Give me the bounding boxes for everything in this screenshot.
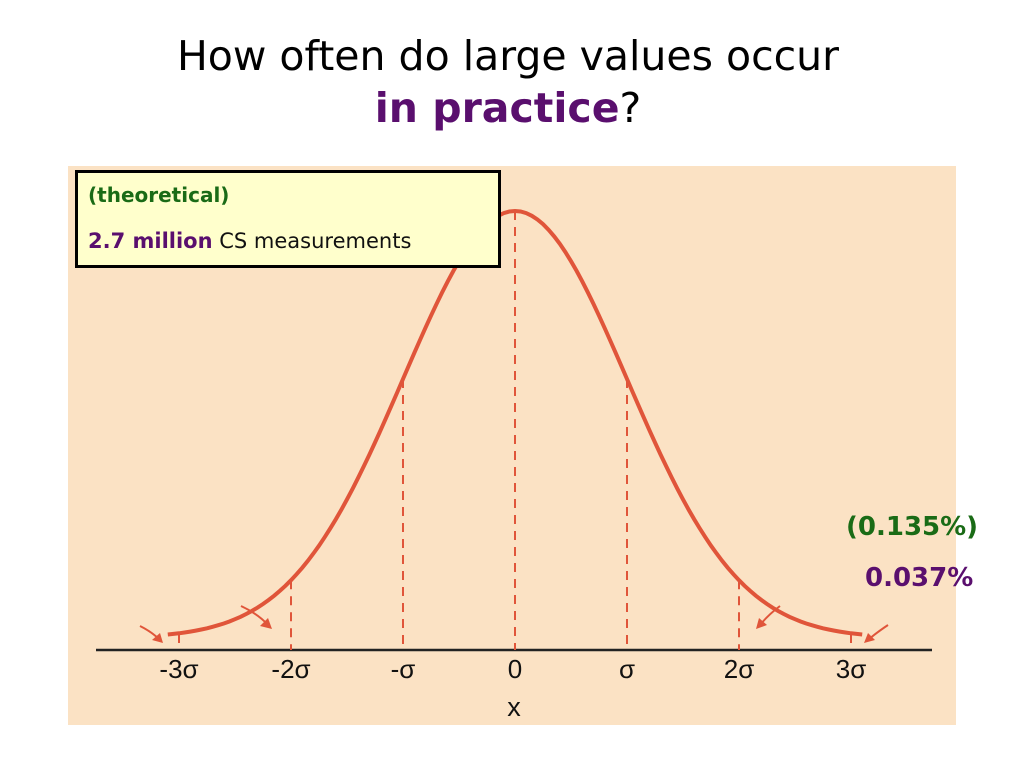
tick-label: 0 xyxy=(508,654,522,684)
right-outer-arrow xyxy=(864,624,889,643)
actual-percentage: 0.037% xyxy=(865,563,974,593)
measurement-count: 2.7 million CS measurements xyxy=(88,227,488,255)
measurement-count-number: 2.7 million xyxy=(88,229,213,253)
slide-title: How often do large values occur in pract… xyxy=(0,30,1016,134)
tick-label: -3σ xyxy=(159,654,198,684)
theoretical-label: (theoretical) xyxy=(88,183,230,207)
tick-label: 2σ xyxy=(724,654,755,684)
title-line-1: How often do large values occur xyxy=(176,32,840,80)
tick-label: σ xyxy=(619,654,635,684)
title-highlight: in practice xyxy=(374,84,620,132)
left-inner-arrow xyxy=(240,605,272,629)
tick-label: -σ xyxy=(391,654,416,684)
tick-label: 3σ xyxy=(836,654,867,684)
measurement-count-suffix: CS measurements xyxy=(219,229,412,253)
right-inner-arrow xyxy=(756,605,781,629)
title-line-2: in practice? xyxy=(0,82,1016,134)
tick-label: -2σ xyxy=(271,654,310,684)
info-box: (theoretical) 2.7 million CS measurement… xyxy=(75,170,501,268)
x-axis-title: x xyxy=(507,692,521,722)
theoretical-percentage: (0.135%) xyxy=(846,512,979,542)
left-outer-arrow xyxy=(139,625,163,643)
bell-curve xyxy=(167,208,863,637)
title-suffix: ? xyxy=(619,84,642,132)
bell-curve-diagram: -3σ -2σ -σ 0 σ 2σ 3σ x xyxy=(96,208,932,722)
